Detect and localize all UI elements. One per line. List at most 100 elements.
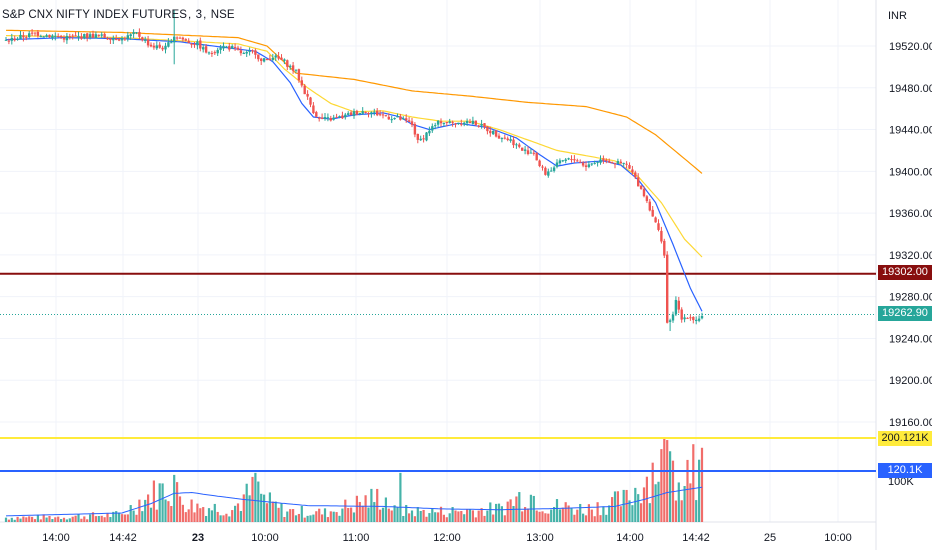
volume-bar bbox=[178, 496, 182, 522]
currency-label[interactable]: INR bbox=[888, 10, 907, 22]
volume-bar bbox=[112, 511, 115, 522]
candle-body bbox=[390, 119, 393, 121]
volume-bar bbox=[135, 514, 138, 522]
volume-bar bbox=[352, 512, 356, 522]
candle-body bbox=[384, 115, 388, 117]
price-axis-label: 19520.00 bbox=[889, 41, 932, 53]
price-axis-label: 19280.00 bbox=[889, 292, 932, 304]
volume-bar bbox=[141, 511, 144, 522]
candle-body bbox=[448, 121, 451, 124]
candle-body bbox=[184, 39, 187, 41]
volume-bar bbox=[576, 509, 579, 522]
candle-body bbox=[666, 254, 669, 323]
candle-body bbox=[80, 36, 83, 39]
candle-body bbox=[613, 163, 617, 165]
mid-moving-average-line bbox=[6, 35, 703, 258]
candle-body bbox=[30, 32, 34, 34]
volume-bar bbox=[355, 495, 358, 522]
volume-bar bbox=[251, 476, 254, 522]
volume-bar bbox=[457, 511, 460, 522]
volume-bar bbox=[454, 510, 457, 522]
volume-bar bbox=[155, 509, 158, 522]
volume-bar bbox=[619, 506, 622, 522]
candle-body bbox=[86, 33, 89, 38]
volume-bar bbox=[54, 517, 57, 522]
volume-bar bbox=[413, 516, 416, 522]
candle-body bbox=[33, 32, 37, 34]
volume-bar bbox=[22, 516, 25, 522]
candle-body bbox=[457, 122, 460, 125]
volume-bar bbox=[338, 515, 341, 522]
candle-body bbox=[83, 33, 86, 39]
volume-bar bbox=[518, 492, 521, 522]
candle-body bbox=[164, 45, 167, 50]
candle-body bbox=[161, 47, 164, 50]
candle-body bbox=[248, 51, 251, 53]
candle-body bbox=[216, 49, 219, 54]
volume-bar bbox=[399, 472, 402, 522]
volume-bar bbox=[234, 505, 237, 522]
volume-bar bbox=[335, 512, 338, 522]
candle-body bbox=[68, 36, 71, 38]
volume-bar bbox=[167, 501, 170, 522]
volume-bar bbox=[350, 507, 353, 522]
volume-bar bbox=[486, 510, 489, 522]
candle-body bbox=[686, 317, 689, 319]
candle-body bbox=[59, 35, 63, 38]
volume-bar bbox=[231, 510, 234, 522]
volume-bar bbox=[28, 516, 31, 522]
volume-bar bbox=[495, 503, 498, 522]
candle-body bbox=[660, 230, 663, 242]
volume-bar bbox=[396, 507, 399, 522]
candle-body bbox=[396, 116, 399, 118]
candle-body bbox=[22, 35, 25, 38]
volume-bar bbox=[666, 440, 669, 522]
candle-body bbox=[7, 40, 11, 42]
candle-body bbox=[167, 42, 170, 47]
volume-bar bbox=[103, 517, 106, 522]
volume-bar bbox=[674, 500, 677, 522]
volume-bar bbox=[176, 482, 179, 522]
candle-body bbox=[94, 34, 98, 39]
volume-bar bbox=[318, 508, 321, 522]
candle-body bbox=[306, 93, 309, 97]
volume-bar bbox=[477, 510, 480, 522]
candle-body bbox=[674, 299, 678, 315]
volume-bar bbox=[500, 506, 503, 522]
candle-body bbox=[494, 130, 498, 137]
volume-bar bbox=[263, 494, 266, 522]
candle-body bbox=[175, 37, 179, 39]
time-axis-label: 13:00 bbox=[526, 532, 554, 544]
volume-bar bbox=[91, 512, 95, 522]
candle-body bbox=[335, 116, 338, 118]
candle-body bbox=[373, 111, 376, 113]
volume-bar bbox=[628, 500, 631, 522]
candle-body bbox=[651, 209, 654, 217]
candle-body bbox=[300, 80, 303, 86]
volume-bar bbox=[152, 480, 155, 522]
interval-label[interactable]: 3 bbox=[195, 9, 203, 21]
volume-bar bbox=[442, 514, 445, 522]
candle-body bbox=[648, 201, 651, 211]
volume-axis-label: 100K bbox=[888, 476, 914, 488]
volume-bar bbox=[265, 503, 269, 522]
volume-bar bbox=[416, 507, 419, 522]
volume-bar bbox=[425, 516, 428, 522]
volume-bar bbox=[36, 514, 39, 522]
candle-body bbox=[535, 152, 538, 161]
volume-bar bbox=[100, 515, 103, 522]
volume-bar bbox=[274, 501, 277, 522]
symbol-name[interactable]: S&P CNX NIFTY INDEX FUTURES bbox=[2, 9, 188, 21]
candle-body bbox=[132, 32, 135, 35]
volume-bar bbox=[524, 507, 527, 522]
volume-bar bbox=[611, 497, 614, 522]
volume-bar bbox=[657, 481, 660, 522]
volume-bar bbox=[71, 516, 74, 522]
candle-body bbox=[555, 162, 559, 167]
volume-bar bbox=[422, 509, 425, 522]
candle-body bbox=[347, 113, 350, 115]
volume-bar bbox=[361, 505, 364, 522]
volume-moving-average-line bbox=[5, 486, 703, 517]
volume-bar bbox=[616, 491, 619, 522]
